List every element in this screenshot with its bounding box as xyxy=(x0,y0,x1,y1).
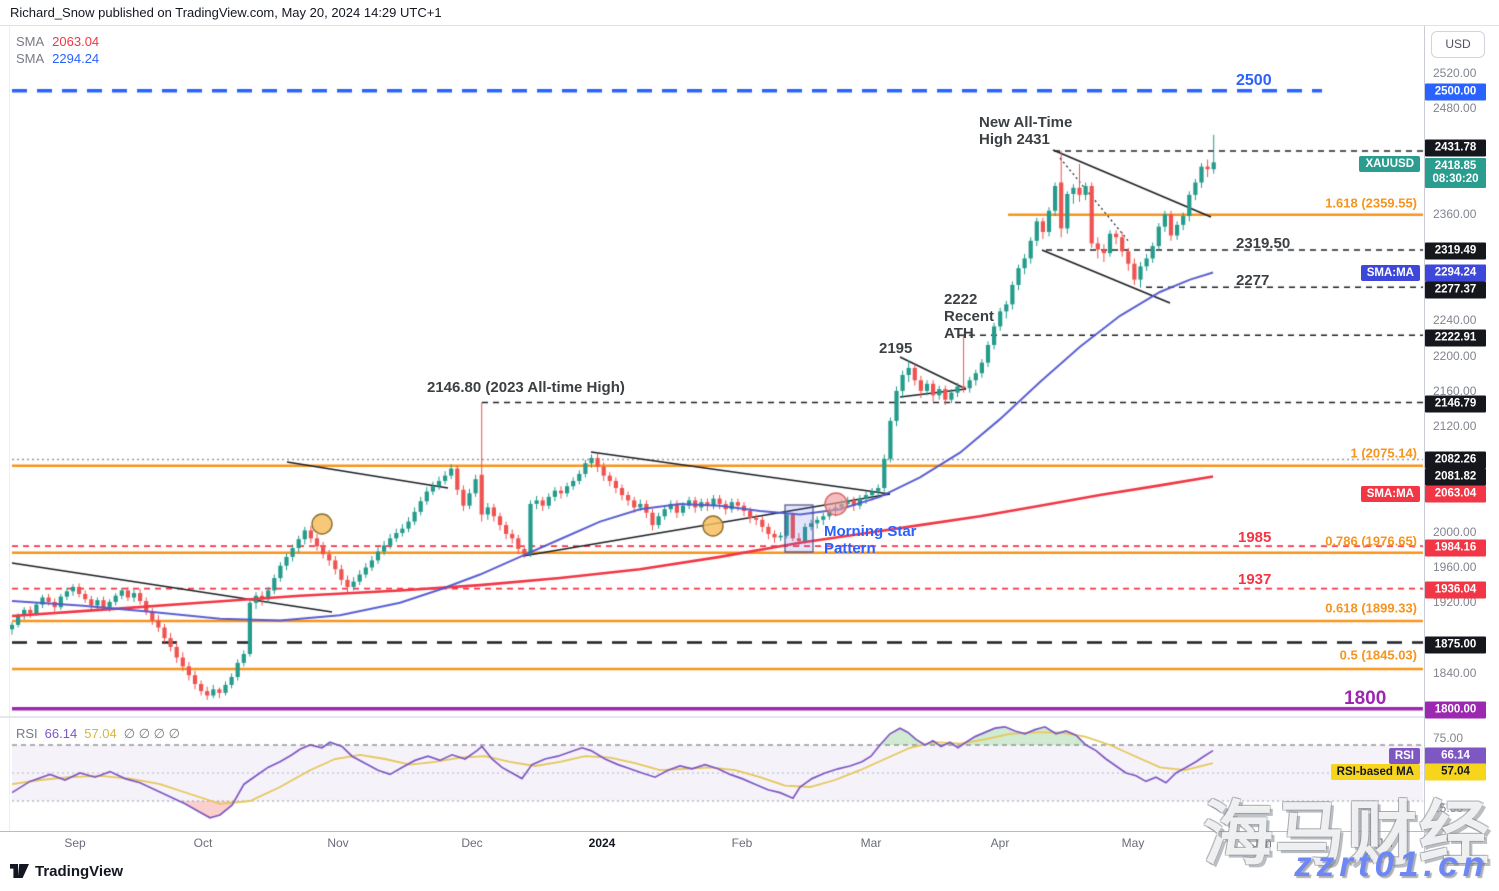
fib-level-label[interactable]: 0.618 (1899.33) xyxy=(1325,600,1417,616)
series-chip: SMA:MA xyxy=(1360,486,1420,502)
time-label-Jul[interactable]: Jul xyxy=(1377,836,1393,850)
tradingview-brand[interactable]: TradingView xyxy=(10,863,123,880)
price-tick: 1920.00 xyxy=(1433,595,1477,609)
price-badge: 57.04 xyxy=(1425,763,1486,781)
time-label-Mar[interactable]: Mar xyxy=(860,836,882,850)
price-badge: 2294.24 xyxy=(1425,264,1486,282)
fib-level-label[interactable]: 0.786 (1976.65) xyxy=(1325,533,1417,549)
price-tick: 2200.00 xyxy=(1433,349,1477,363)
price-badge: 66.14 xyxy=(1425,747,1486,765)
series-chip: RSI-based MA xyxy=(1330,764,1420,780)
sma-fast-value: 2294.24 xyxy=(52,51,100,66)
indicator-legend: SMA 2063.04 SMA 2294.24 xyxy=(16,33,99,67)
price-badge: 2222.91 xyxy=(1425,329,1486,347)
tradingview-logo-icon xyxy=(10,864,29,878)
chart-annotation[interactable]: 1800 xyxy=(1344,688,1387,709)
footer-strip xyxy=(0,857,1499,891)
series-chip: SMA:MA xyxy=(1360,265,1420,281)
price-badge: 2081.82 xyxy=(1425,468,1486,486)
price-badge: 2082.26 xyxy=(1425,451,1486,469)
fib-level-label[interactable]: 0.5 (1845.03) xyxy=(1339,647,1417,663)
price-badge: 1936.04 xyxy=(1425,581,1486,599)
price-badge: 2319.49 xyxy=(1425,242,1486,260)
fib-level-label[interactable]: 1.618 (2359.55) xyxy=(1325,195,1417,211)
rsi-tick: 25.00 xyxy=(1433,801,1464,815)
chart-annotation[interactable]: 1985 xyxy=(1238,529,1272,546)
rsi-empty-params: ∅ ∅ ∅ ∅ xyxy=(123,726,180,741)
currency-toggle-button[interactable]: USD xyxy=(1431,31,1485,58)
price-badge: 2500.00 xyxy=(1425,83,1486,101)
price-tick: 2360.00 xyxy=(1433,207,1477,221)
brand-name: TradingView xyxy=(35,863,124,880)
price-badge: 1875.00 xyxy=(1425,636,1486,654)
series-chip: XAUUSD xyxy=(1359,156,1420,172)
chart-annotation[interactable]: New All-Time High 2431 xyxy=(979,114,1073,148)
price-badge: 2063.04 xyxy=(1425,485,1486,503)
chart-annotation[interactable]: 2277 xyxy=(1236,272,1270,289)
publish-title: Richard_Snow published on TradingView.co… xyxy=(10,5,442,20)
time-label-Nov[interactable]: Nov xyxy=(327,836,349,850)
time-label-Dec[interactable]: Dec xyxy=(461,836,483,850)
chart-annotation[interactable]: 2146.80 (2023 All-time High) xyxy=(427,379,625,396)
sma-slow-value: 2063.04 xyxy=(52,34,100,49)
rsi-tick: 75.00 xyxy=(1433,731,1464,745)
chart-annotation[interactable]: 2195 xyxy=(879,340,913,357)
price-tick: 2120.00 xyxy=(1433,419,1477,433)
publish-header: Richard_Snow published on TradingView.co… xyxy=(0,0,1499,26)
series-chip: RSI xyxy=(1388,748,1420,764)
time-label-May[interactable]: May xyxy=(1121,836,1145,850)
price-badge: 1800.00 xyxy=(1425,701,1486,719)
price-badge: 2431.78 xyxy=(1425,139,1486,157)
time-axis[interactable] xyxy=(0,831,1424,858)
price-tick: 2240.00 xyxy=(1433,313,1477,327)
badge-countdown: 08:30:20 xyxy=(1432,173,1479,185)
price-tick: 2000.00 xyxy=(1433,525,1477,539)
watermark-url: zzrt01.cn xyxy=(1294,845,1489,884)
time-label-Jun[interactable]: Jun xyxy=(1252,836,1272,850)
price-tick: 2520.00 xyxy=(1433,66,1477,80)
time-label-Apr[interactable]: Apr xyxy=(990,836,1010,850)
chart-annotation[interactable]: Morning Star Pattern xyxy=(824,523,917,557)
rsi-legend[interactable]: RSI 66.14 57.04 ∅ ∅ ∅ ∅ xyxy=(16,726,180,742)
right-gutter xyxy=(1488,25,1499,856)
fib-level-label[interactable]: 1 (2075.14) xyxy=(1350,445,1418,461)
price-tick: 1960.00 xyxy=(1433,560,1477,574)
chart-annotation[interactable]: 1937 xyxy=(1238,571,1272,588)
watermark-cn: 海马财经 xyxy=(1203,795,1491,873)
time-label-Feb[interactable]: Feb xyxy=(731,836,753,850)
pane-left-border xyxy=(9,25,10,855)
time-label-2024[interactable]: 2024 xyxy=(588,836,616,850)
chart-annotation[interactable]: 2222 Recent ATH xyxy=(944,291,995,342)
sma-fast-legend[interactable]: SMA 2294.24 xyxy=(16,50,99,67)
price-badge: 2146.79 xyxy=(1425,395,1486,413)
price-badge: 1984.16 xyxy=(1425,539,1486,557)
price-tick: 2160.00 xyxy=(1433,384,1477,398)
rsi-label: RSI xyxy=(16,726,38,741)
pane-separator[interactable] xyxy=(0,716,1424,718)
price-badge: 2418.85 08:30:20 xyxy=(1425,158,1486,188)
price-tick: 1840.00 xyxy=(1433,666,1477,680)
chart-annotation[interactable]: 2500 xyxy=(1236,72,1272,89)
rsi-value: 66.14 xyxy=(44,726,78,741)
time-label-Sep[interactable]: Sep xyxy=(64,836,86,850)
time-label-Oct[interactable]: Oct xyxy=(193,836,213,850)
chart-annotation[interactable]: 2319.50 xyxy=(1236,235,1291,252)
rsi-ma-value: 57.04 xyxy=(84,726,117,741)
sma-label: SMA xyxy=(16,34,45,49)
price-badge: 2277.37 xyxy=(1425,281,1486,299)
price-tick: 2480.00 xyxy=(1433,101,1477,115)
sma-label: SMA xyxy=(16,51,45,66)
sma-slow-legend[interactable]: SMA 2063.04 xyxy=(16,33,99,50)
